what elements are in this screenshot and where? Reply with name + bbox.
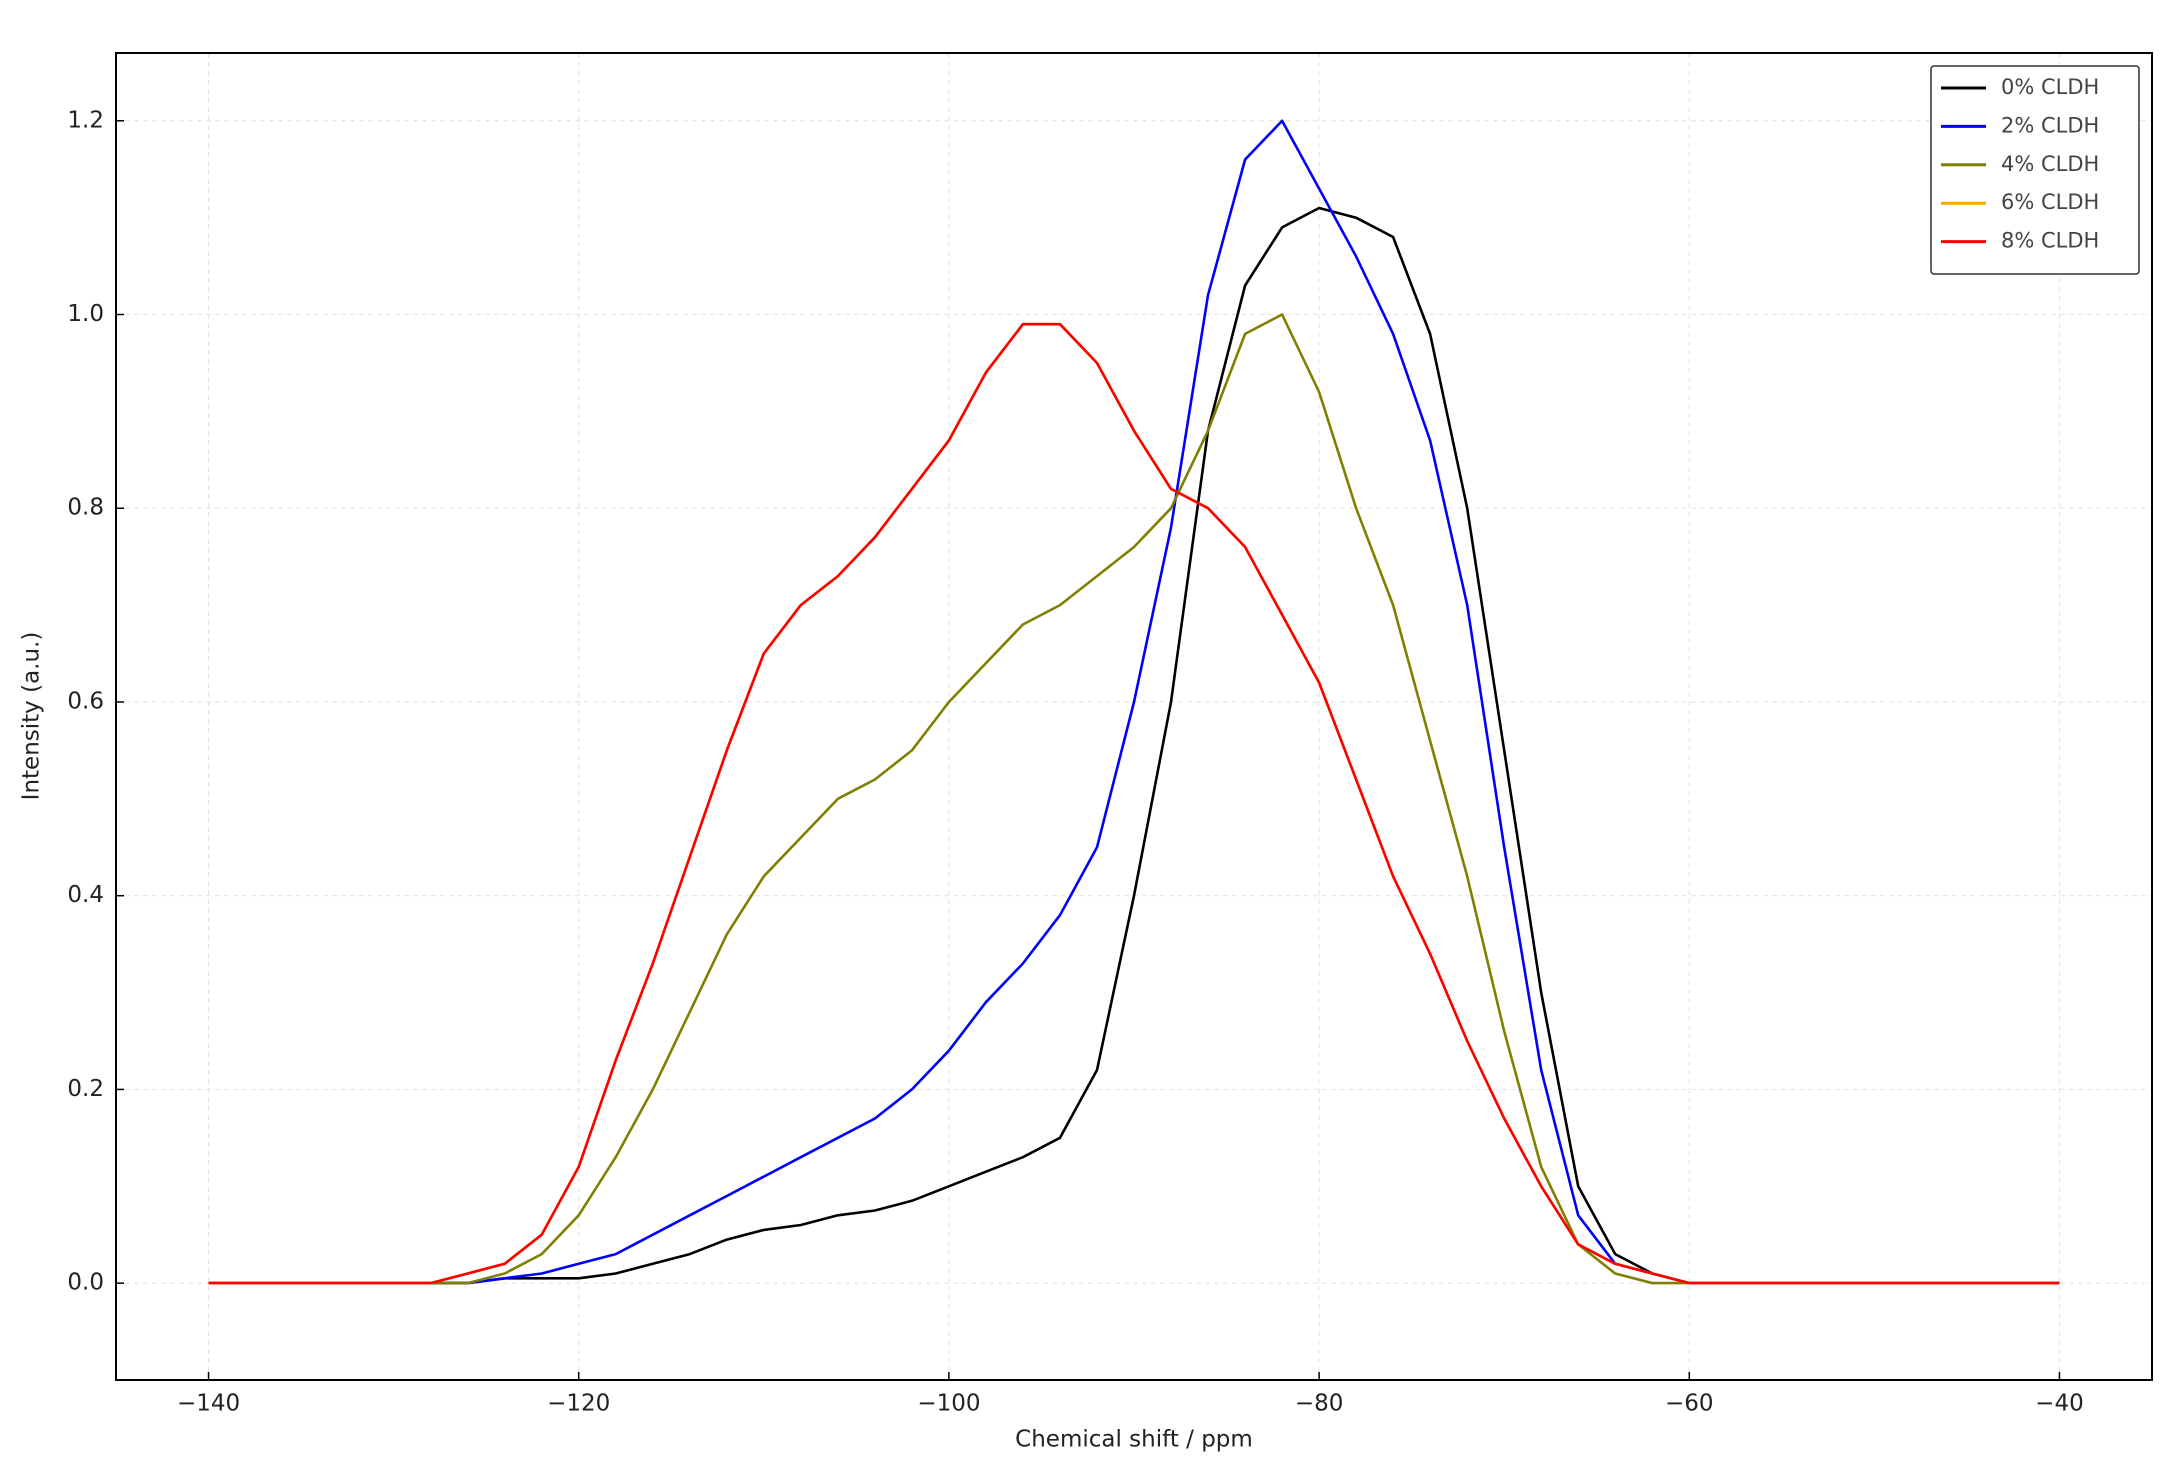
y-tick-label: 0.6 (67, 688, 104, 714)
y-tick-label: 0.4 (67, 882, 104, 908)
legend-label: 0% CLDH (2001, 75, 2099, 99)
x-tick-label: −120 (547, 1391, 610, 1417)
series-line (208, 322, 2060, 1285)
x-tick-label: −140 (177, 1391, 240, 1417)
y-tick-label: 0.8 (67, 495, 104, 521)
x-tick-label: −40 (2035, 1391, 2084, 1417)
y-tick-label: 0.2 (67, 1076, 104, 1102)
y-tick-label: 0.0 (67, 1270, 104, 1296)
plot-frame (115, 52, 2153, 1381)
legend-frame (1930, 65, 2140, 275)
legend-label: 8% CLDH (2001, 229, 2099, 253)
series-line (208, 313, 2060, 1285)
y-tick-label: 1.0 (67, 301, 104, 327)
series-line (208, 322, 2060, 1285)
y-axis-label: Intensity (a.u.) (19, 632, 45, 801)
x-tick-label: −80 (1295, 1391, 1344, 1417)
series-line (208, 206, 2060, 1285)
legend-label: 6% CLDH (2001, 190, 2099, 214)
legend-label: 2% CLDH (2001, 113, 2099, 137)
x-axis-label: Chemical shift / ppm (1015, 1427, 1253, 1453)
x-tick-label: −60 (1665, 1391, 1714, 1417)
legend: 0% CLDH 2% CLDH 4% CLDH 6% CLDH 8% CLDH (1930, 65, 2140, 275)
y-tick-label: 1.2 (67, 107, 104, 133)
legend-label: 4% CLDH (2001, 152, 2099, 176)
x-tick-label: −100 (917, 1391, 980, 1417)
